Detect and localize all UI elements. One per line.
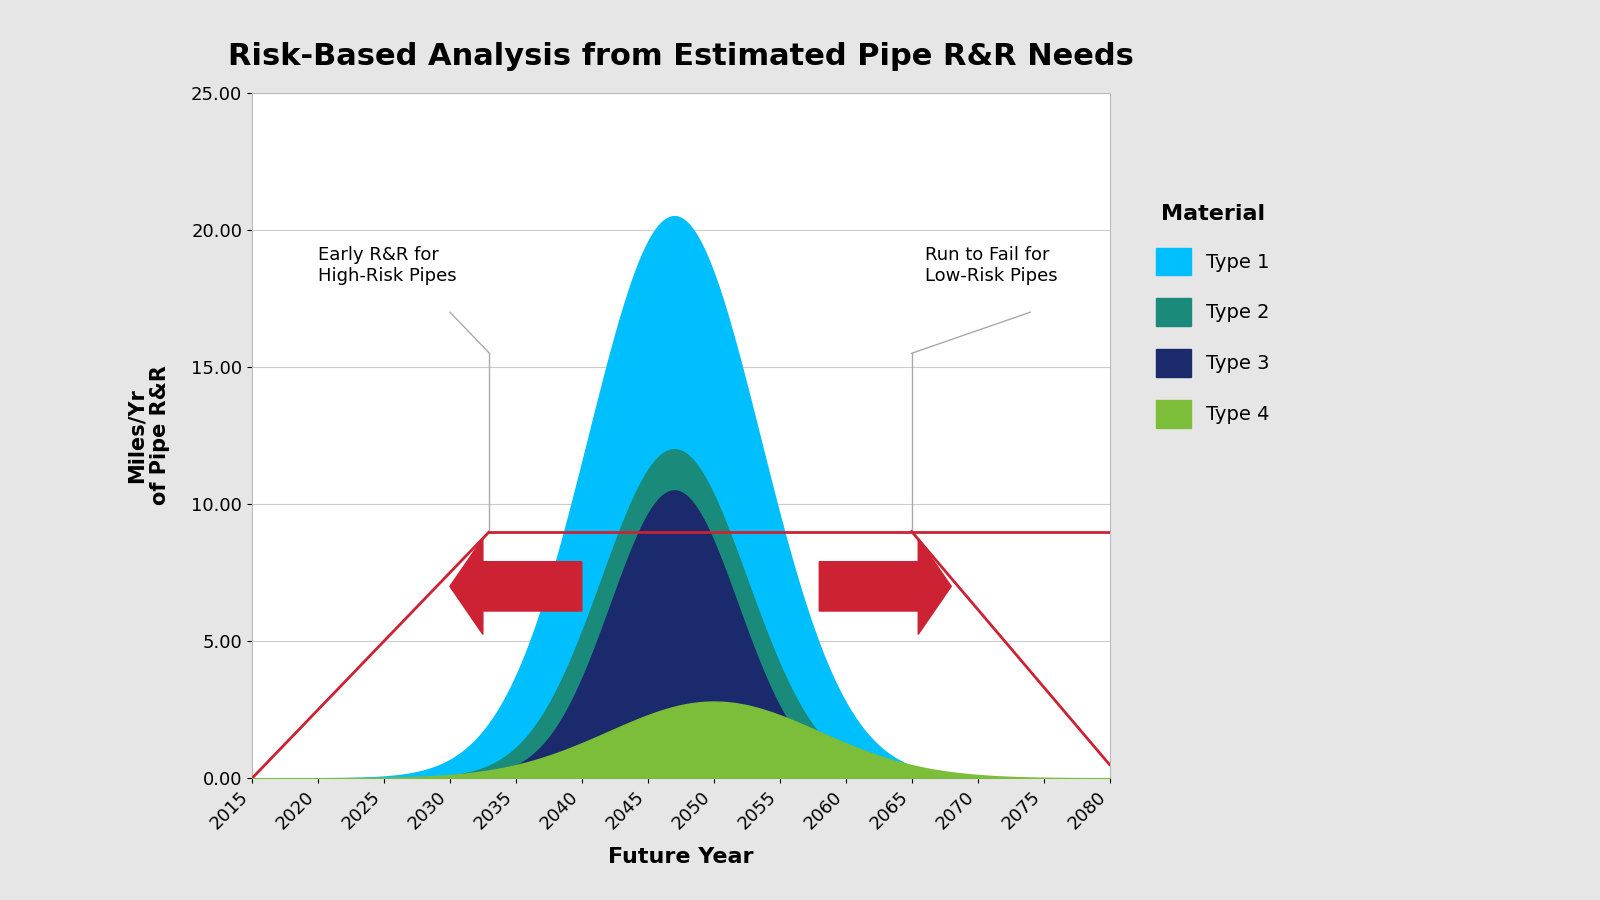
FancyArrow shape — [450, 538, 582, 634]
Text: Early R&R for
High-Risk Pipes: Early R&R for High-Risk Pipes — [318, 246, 456, 284]
FancyArrow shape — [819, 538, 952, 634]
Y-axis label: Miles/Yr
of Pipe R&R: Miles/Yr of Pipe R&R — [126, 365, 170, 506]
X-axis label: Future Year: Future Year — [608, 847, 754, 867]
Legend: Type 1, Type 2, Type 3, Type 4: Type 1, Type 2, Type 3, Type 4 — [1136, 184, 1290, 447]
Text: Run to Fail for
Low-Risk Pipes: Run to Fail for Low-Risk Pipes — [925, 246, 1058, 284]
Title: Risk-Based Analysis from Estimated Pipe R&R Needs: Risk-Based Analysis from Estimated Pipe … — [227, 42, 1134, 71]
